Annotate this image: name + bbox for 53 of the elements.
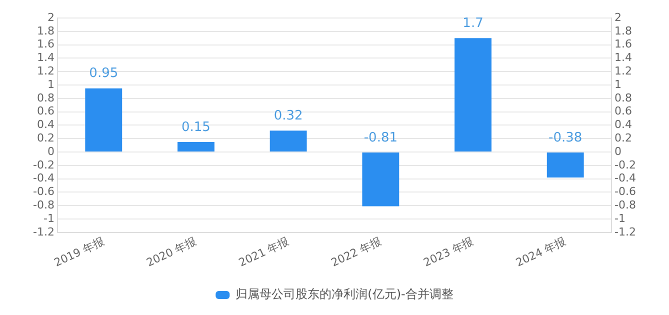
y-tick-label: 1: [47, 78, 54, 91]
y-tick-label: -0.4: [32, 172, 54, 185]
data-label: 0.32: [274, 108, 303, 124]
y-tick-label: -0.8: [32, 198, 54, 212]
x-tick-label: 2024 年报: [514, 234, 568, 270]
y-tick-label: -1: [43, 212, 54, 225]
bar: [85, 88, 122, 152]
bar: [362, 152, 400, 206]
bar: [546, 152, 584, 178]
y2-tick-label: 1.8: [614, 24, 632, 38]
y-tick-label: 0: [47, 144, 54, 158]
y2-tick-label: -1: [614, 212, 626, 225]
data-label: 0.15: [182, 120, 210, 135]
y-tick-label: 2: [47, 10, 54, 24]
y2-tick-label: 1: [614, 78, 622, 91]
y2-tick-label: 1.2: [614, 64, 632, 78]
y-tick-label: 0.8: [36, 91, 54, 104]
bar: [454, 38, 492, 152]
data-label: 0.95: [89, 66, 118, 82]
y2-tick-label: -0.8: [614, 198, 636, 212]
x-tick-label: 2021 年报: [236, 234, 291, 270]
x-tick-label: 2023 年报: [422, 234, 476, 270]
x-tick-label: 2020 年报: [144, 234, 198, 270]
x-tick-label: 2019 年报: [52, 234, 106, 270]
bar: [270, 130, 307, 152]
y2-tick-label: 0.6: [614, 104, 632, 118]
y-tick-label: 0.4: [36, 118, 54, 132]
y2-tick-label: 0: [614, 144, 622, 158]
y2-tick-label: 1.4: [614, 51, 632, 64]
y-tick-label: 1.2: [36, 64, 54, 78]
y2-tick-label: 2: [614, 10, 622, 24]
data-label: -0.81: [364, 130, 398, 146]
y-tick-label: -0.2: [32, 158, 54, 172]
y-tick-label: 1.4: [36, 51, 54, 64]
y-tick-label: 1.6: [36, 38, 54, 51]
y2-tick-label: 0.8: [614, 91, 632, 104]
data-label: 1.7: [462, 16, 484, 31]
y2-tick-label: 0.2: [614, 131, 632, 144]
y-tick-label: 1.8: [36, 24, 54, 38]
y2-tick-label: -0.4: [614, 172, 636, 185]
y2-tick-label: 0.4: [614, 118, 632, 132]
y2-tick-label: -0.6: [614, 185, 636, 198]
y2-tick-label: -1.2: [614, 225, 636, 238]
x-tick-label: 2022 年报: [329, 234, 384, 270]
y-tick-label: -1.2: [32, 225, 54, 238]
data-label: -0.38: [548, 130, 582, 146]
legend-label: 归属母公司股东的净利润(亿元)-合并调整: [236, 287, 454, 302]
y2-tick-label: -0.2: [614, 158, 636, 172]
y-tick-label: 0.6: [36, 104, 54, 118]
bar: [178, 142, 214, 152]
y2-tick-label: 1.6: [614, 38, 632, 51]
y-tick-label: -0.6: [32, 185, 54, 198]
y-tick-label: 0.2: [36, 131, 54, 144]
